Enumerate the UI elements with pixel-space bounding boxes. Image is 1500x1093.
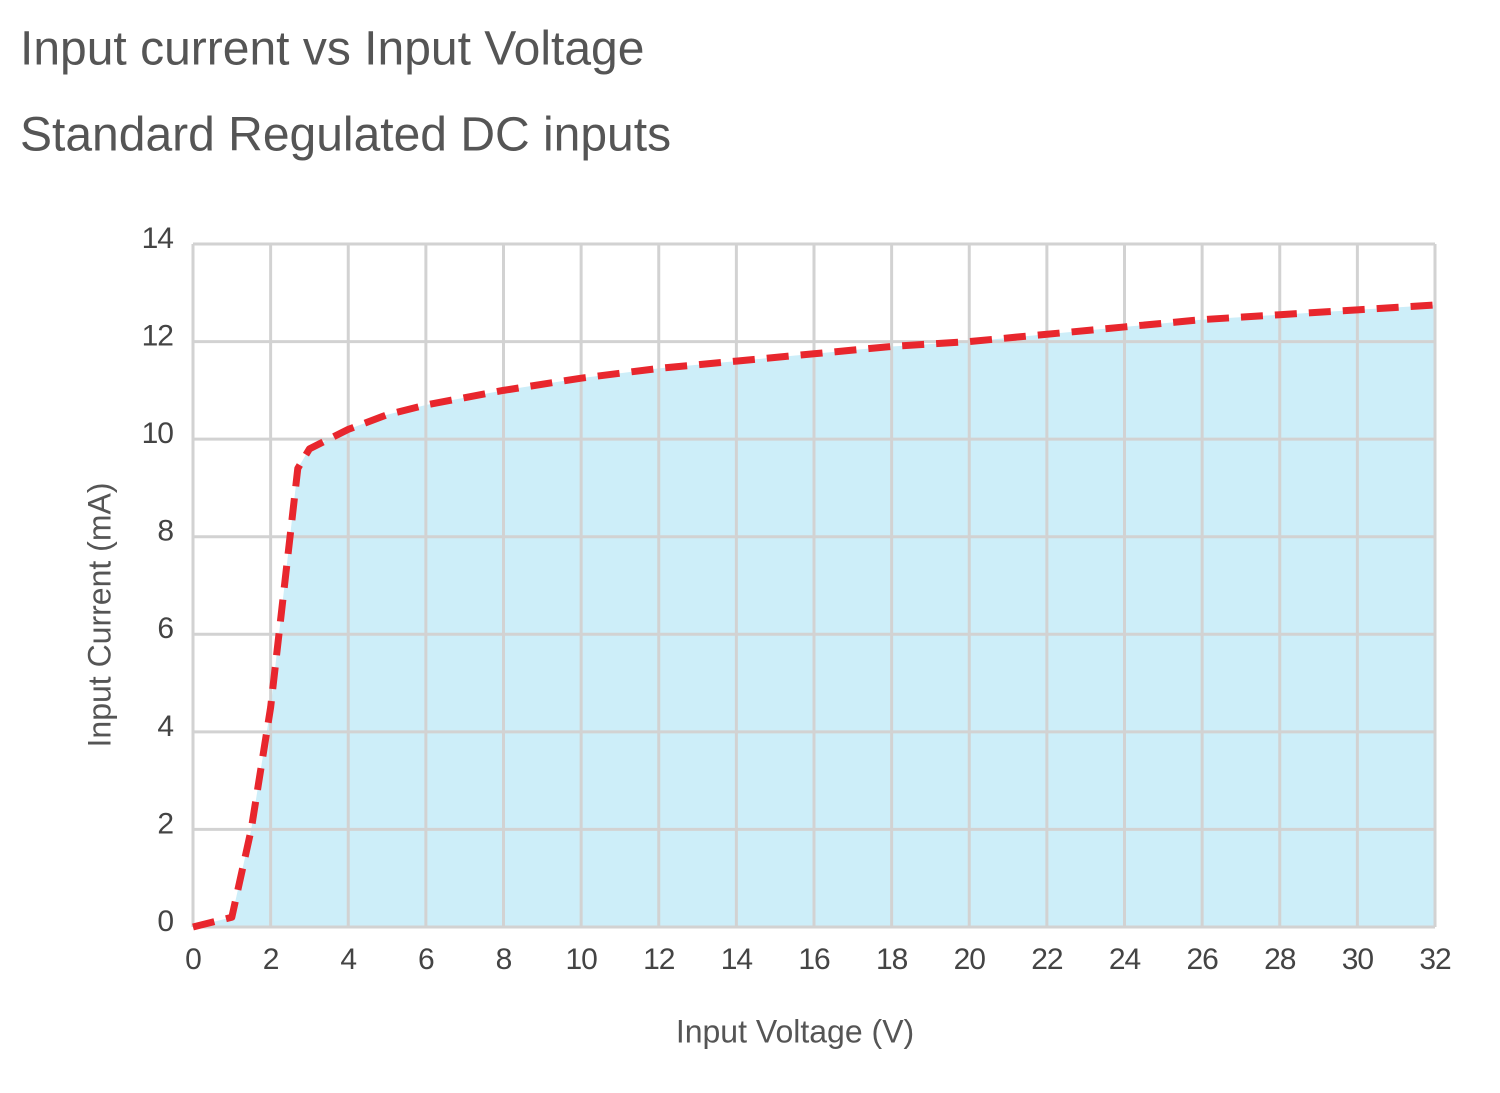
y-tick-label: 4 — [157, 710, 173, 743]
y-tick-label: 0 — [157, 905, 173, 938]
y-tick-label: 14 — [142, 222, 174, 255]
y-tick-label: 8 — [157, 515, 173, 548]
chart-title: Input current vs Input Voltage — [20, 23, 644, 76]
x-tick-label: 14 — [721, 943, 753, 976]
x-tick-label: 28 — [1264, 943, 1296, 976]
x-tick-label: 24 — [1109, 943, 1141, 976]
x-tick-label: 4 — [340, 943, 356, 976]
chart-subtitle: Standard Regulated DC inputs — [20, 109, 671, 162]
x-tick-label: 16 — [798, 943, 830, 976]
x-tick-label: 18 — [876, 943, 908, 976]
x-tick-label: 20 — [954, 943, 986, 976]
x-tick-label: 32 — [1419, 943, 1451, 976]
y-tick-label: 2 — [157, 807, 173, 840]
x-tick-label: 8 — [496, 943, 512, 976]
x-tick-label: 6 — [418, 943, 434, 976]
x-tick-label: 0 — [185, 943, 201, 976]
x-tick-label: 2 — [263, 943, 279, 976]
y-tick-label: 12 — [142, 319, 174, 352]
x-tick-label: 30 — [1342, 943, 1374, 976]
x-tick-label: 22 — [1031, 943, 1063, 976]
x-tick-label: 10 — [565, 943, 597, 976]
x-axis-label: Input Voltage (V) — [676, 1013, 914, 1049]
curve-line — [192, 301, 1436, 931]
x-tick-label: 12 — [643, 943, 675, 976]
y-axis-label: Input Current (mA) — [81, 483, 117, 748]
x-tick-label: 26 — [1186, 943, 1218, 976]
y-tick-label: 6 — [157, 612, 173, 645]
y-tick-label: 10 — [142, 417, 174, 450]
